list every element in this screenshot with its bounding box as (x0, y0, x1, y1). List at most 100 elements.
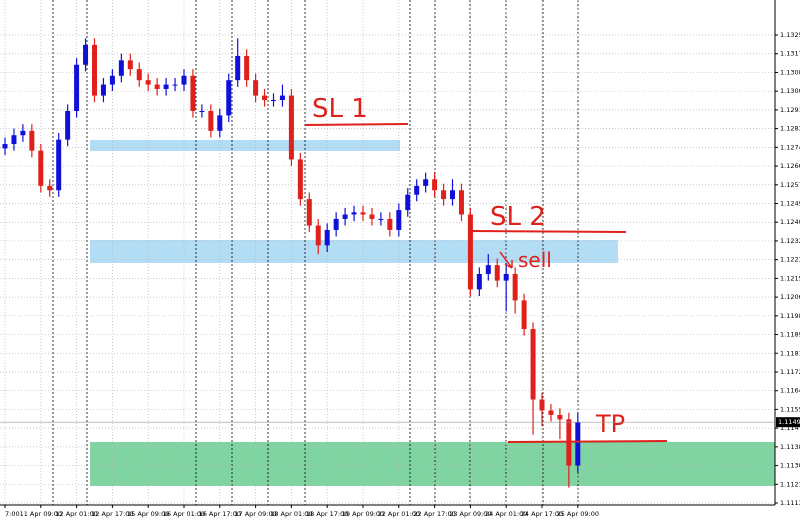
y-tick-label: 1.12660 (780, 162, 800, 170)
x-tick-label: 12 Apr 01:00 (55, 510, 97, 518)
candle-body (217, 115, 223, 131)
candle-body (279, 95, 285, 100)
candle-body (190, 75, 196, 111)
annotation: SL 1 (312, 94, 368, 124)
annotation-line (304, 123, 409, 126)
candle-body (163, 84, 169, 89)
zone-sl2 (90, 240, 618, 263)
x-tick-label: 22 Apr 01:00 (378, 510, 420, 518)
y-tick-label: 1.13085 (780, 68, 800, 76)
candle-body (208, 110, 214, 131)
candle-body (432, 179, 438, 191)
y-tick-label: 1.1317 (780, 50, 800, 58)
y-tick-label: 1.13000 (780, 87, 800, 95)
annotation-line (469, 230, 627, 233)
candle-body (235, 55, 241, 81)
candle-body (92, 44, 97, 96)
candle-body (333, 218, 339, 230)
y-tick-label: 1.11725 (780, 368, 800, 376)
candle-body (387, 218, 393, 230)
candle-body (226, 80, 232, 116)
candle-body (342, 214, 348, 219)
axis-labels: 1.13255 1.1317 1.13085 1.13000 1.12915 1.1283… (0, 31, 800, 518)
candle-body (38, 150, 44, 186)
x-tick-label: 23 Apr 09:00 (449, 510, 491, 518)
x-tick-label: 16 Apr 17:00 (199, 510, 241, 518)
y-tick-label: 1.12745 (780, 143, 800, 151)
candle-body (360, 212, 366, 215)
candle-body (485, 265, 491, 274)
y-tick-label: 1.11980 (780, 312, 800, 320)
candle-body (145, 80, 151, 85)
y-tick-label: 1.12320 (780, 237, 800, 245)
y-tick-label: 1.11385 (780, 443, 800, 451)
x-tick-label: 24 Apr 17:00 (521, 510, 563, 518)
x-tick-label: 12 Apr 17:00 (91, 510, 133, 518)
candle-body (557, 414, 563, 420)
current-price-box (776, 417, 800, 428)
candle-body (521, 300, 527, 330)
candle-body (369, 214, 375, 219)
candle-body (109, 75, 115, 85)
candle-body (11, 135, 17, 145)
candle-body (378, 218, 384, 220)
x-tick-label: 17 Apr 09:00 (234, 510, 276, 518)
candle-body (244, 55, 250, 81)
candle-body (20, 130, 26, 136)
candle-body (539, 399, 545, 411)
candle-body (306, 199, 312, 226)
candle-body (100, 84, 106, 96)
candle-body (476, 273, 482, 290)
candle-body (548, 410, 554, 415)
annotations: SL 1 SL 2 sell TP (304, 94, 668, 443)
candle-body (262, 95, 268, 100)
y-tick-label: 1.13255 (780, 31, 800, 39)
candle-body (405, 194, 411, 211)
candle-body (2, 144, 8, 149)
x-tick-label: 24 Apr 01:00 (485, 510, 527, 518)
y-tick-label: 1.11215 (780, 480, 800, 488)
x-tick-label: 7:00 (5, 510, 20, 518)
candle-body (467, 214, 473, 290)
candle-body (154, 84, 160, 89)
candle-body (56, 139, 62, 191)
y-tick-label: 1.12235 (780, 256, 800, 264)
x-tick-label: 18 Apr 01:00 (270, 510, 312, 518)
y-tick-label: 1.12830 (780, 125, 800, 133)
y-tick-label: 1.12405 (780, 218, 800, 226)
candle-body (118, 60, 124, 76)
annotation: sell (518, 248, 552, 272)
y-tick-label: 1.11300 (780, 462, 800, 470)
candle-body (29, 130, 35, 151)
candle-body (65, 110, 71, 140)
y-tick-label: 1.11555 (780, 405, 800, 413)
zone-sl1 (90, 140, 400, 151)
candle-body (458, 190, 464, 215)
x-tick-label: 16 Apr 01:00 (163, 510, 205, 518)
x-tick-label: 22 Apr 17:00 (413, 510, 455, 518)
y-tick-label: 1.12575 (780, 181, 800, 189)
y-tick-label: 1.11810 (780, 349, 800, 357)
candle-body (530, 329, 536, 400)
annotation: SL 2 (490, 202, 546, 232)
y-tick-label: 1.12490 (780, 199, 800, 207)
candle-body (288, 95, 294, 160)
y-tick-label: 1.12915 (780, 106, 800, 114)
candle-body (414, 185, 420, 195)
annotation-arrow (499, 251, 513, 269)
candle-body (575, 422, 581, 466)
y-tick-label: 1.11640 (780, 387, 800, 395)
candle-body (423, 179, 429, 186)
x-tick-label: 19 Apr 09:00 (342, 510, 384, 518)
candle-body (253, 80, 259, 96)
candle-body (172, 84, 178, 86)
candle-body (83, 44, 89, 65)
candle-body (324, 229, 330, 246)
y-tick-label: 1.12065 (780, 293, 800, 301)
candle-body (351, 212, 357, 215)
candle-body (450, 190, 455, 200)
candle-body (127, 60, 133, 70)
y-tick-label: 1.11895 (780, 331, 800, 339)
y-tick-label: 1.12150 (780, 274, 800, 282)
